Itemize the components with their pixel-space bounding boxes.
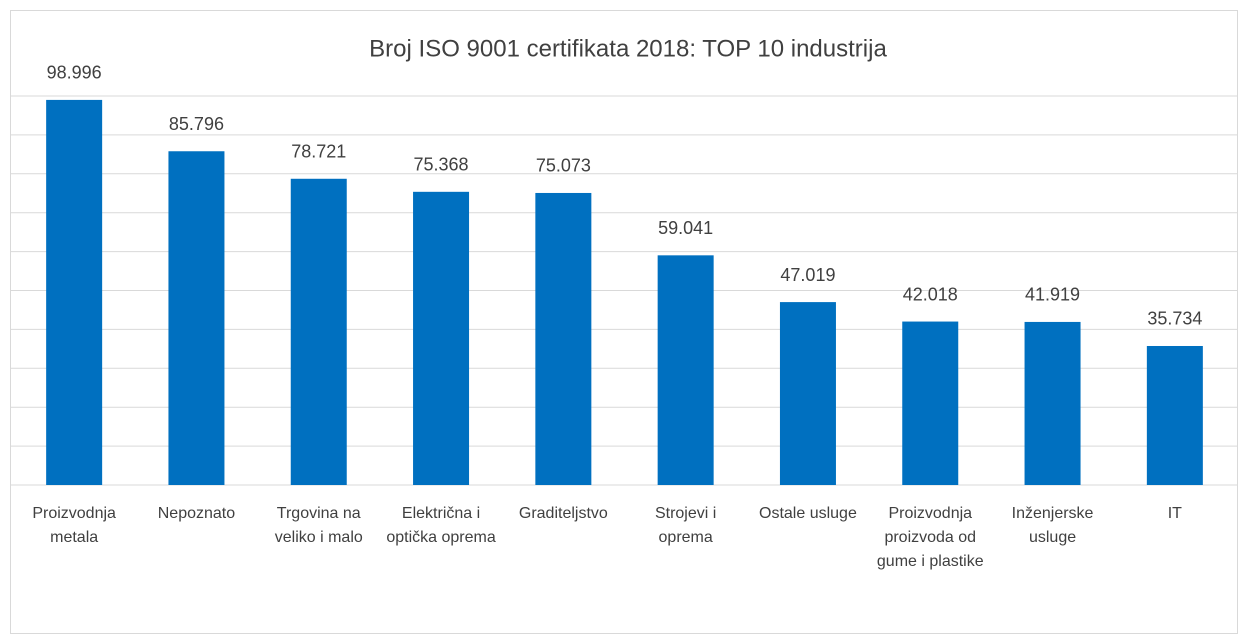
x-tick-label: Inženjerske usluge [1011, 505, 1094, 546]
x-tick-label: Električna i optička oprema [386, 505, 496, 546]
x-tick-label: Nepoznato [157, 505, 236, 522]
x-tick-label: Strojevi i oprema [654, 505, 717, 546]
data-label: 59.041 [658, 218, 713, 238]
bar [657, 255, 714, 485]
x-tick-label: Graditeljstvo [518, 505, 608, 522]
data-label: 41.919 [1025, 285, 1080, 305]
data-label: 98.996 [47, 63, 102, 83]
bar [1146, 345, 1203, 485]
bar [168, 151, 225, 486]
bar [535, 192, 592, 485]
bar [779, 302, 836, 485]
chart-title: Broj ISO 9001 certifikata 2018: TOP 10 i… [369, 35, 887, 62]
data-label: 47.019 [780, 265, 835, 285]
x-tick-label: Proizvodnja proizvoda od gume i plastike [876, 505, 984, 570]
x-tick-label: Ostale usluge [759, 505, 857, 522]
data-label: 85.796 [169, 114, 224, 134]
data-label: 35.734 [1147, 309, 1202, 329]
data-label: 78.721 [291, 142, 346, 162]
x-tick-label: IT [1167, 505, 1182, 522]
data-label: 75.368 [414, 155, 469, 175]
chart-frame [10, 10, 1238, 634]
x-tick-label: Trgovina na veliko i malo [274, 505, 363, 546]
bar [1024, 321, 1081, 485]
x-tick-label: Proizvodnja metala [32, 505, 116, 546]
bar [902, 321, 959, 485]
data-label: 75.073 [536, 156, 591, 176]
bar [290, 178, 347, 485]
data-label: 42.018 [903, 284, 958, 304]
bar [413, 191, 470, 485]
bar [46, 99, 103, 485]
